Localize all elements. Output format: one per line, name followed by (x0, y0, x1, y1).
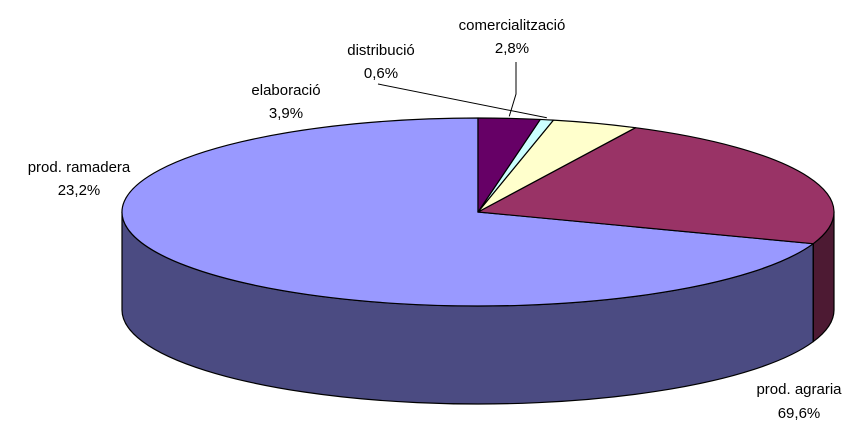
label-distribucio-value: 0,6% (364, 65, 398, 82)
label-prod-agraria-name: prod. agraria (756, 381, 842, 398)
pie-slices (121, 117, 835, 307)
slice-prod-agraria (121, 117, 814, 307)
label-prod-ramadera-value: 23,2% (58, 182, 101, 199)
slice-comercialitzacio (477, 117, 541, 213)
label-prod-ramadera-name: prod. ramadera (28, 159, 131, 176)
slice-prod-ramadera (477, 127, 835, 245)
label-elaboracio-name: elaboració (251, 82, 320, 99)
leader-lines (377, 62, 547, 119)
label-comercialitzacio-name: comercialització (459, 17, 566, 34)
label-comercialitzacio-value: 2,8% (495, 40, 529, 57)
label-elaboracio-value: 3,9% (269, 105, 303, 122)
label-prod-agraria-value: 69,6% (778, 405, 821, 422)
label-distribucio-name: distribució (347, 42, 415, 59)
leader-line-distribucio (377, 83, 547, 119)
leader-line-comercialitzacio (508, 62, 517, 117)
